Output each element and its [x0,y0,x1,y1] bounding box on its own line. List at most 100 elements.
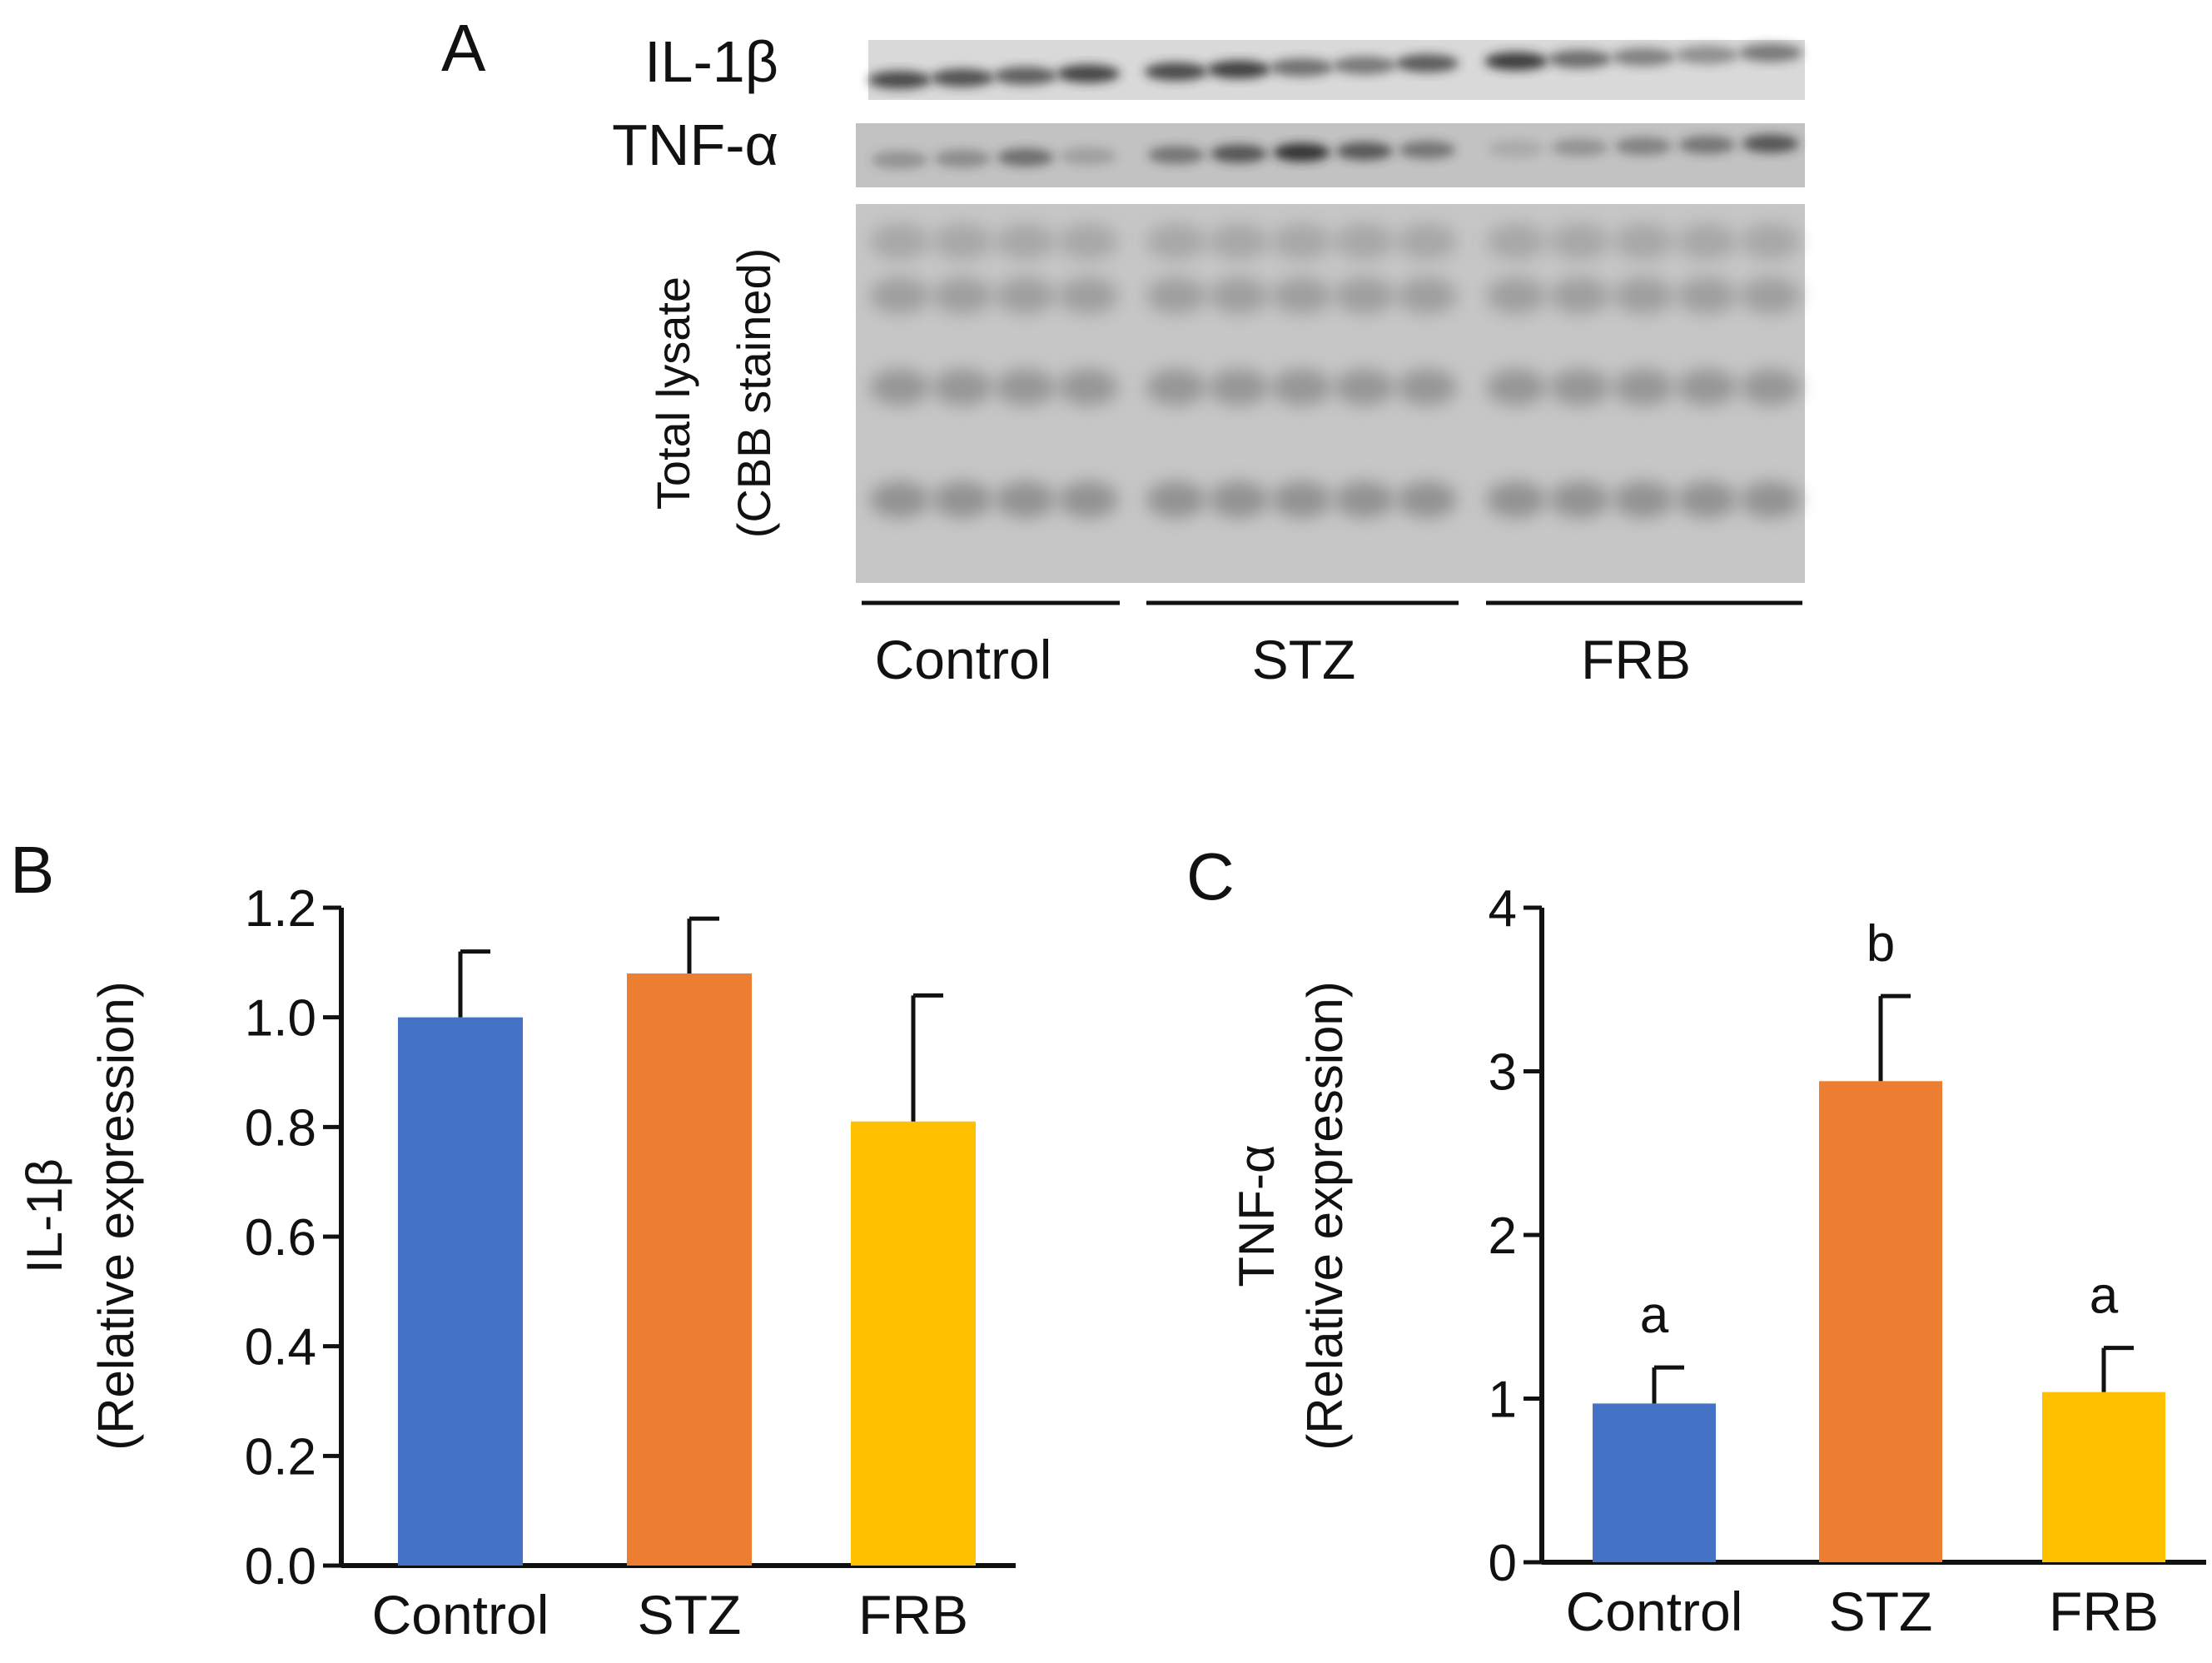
bar-frb [851,1121,976,1566]
cbb-band-lane-5-1 [1146,223,1206,260]
x-tick-label-control: Control [1566,1581,1743,1642]
cbb-band-lane-7-1 [1271,223,1332,260]
panel-c-label: C [1186,839,1235,914]
cbb-band-lane-13-2 [1677,277,1737,314]
y-tick-label: 0.2 [245,1428,316,1486]
il1b-band-lane-6 [1207,60,1271,79]
tnfa-band-lane-3 [997,148,1054,167]
cbb-band-lane-4-4 [1058,481,1119,518]
cbb-band-lane-6-3 [1209,369,1270,406]
il1b-band-lane-12 [1612,47,1675,67]
bar-frb [2042,1392,2165,1562]
panel-b-label: B [10,833,54,907]
cbb-band-lane-14-4 [1740,481,1801,518]
tnfa-band-lane-14 [1742,134,1799,153]
cbb-band-lane-3-3 [995,369,1056,406]
panel-c-chart: C TNF-α (Relative expression) 0 1 2 3 4 Contr… [1186,839,2206,1642]
panel-b-ylabel-line2: (Relative expression) [88,981,144,1451]
y-tick-label: 0.6 [245,1209,316,1267]
cbb-band-lane-1-4 [869,481,930,518]
cbb-band-lane-10-4 [1486,481,1547,518]
cbb-band-lane-4-3 [1058,369,1119,406]
cbb-stained-blot [856,204,1805,583]
cbb-band-lane-11-4 [1549,481,1610,518]
group-label-control: Control [875,629,1052,690]
cbb-band-lane-11-1 [1549,223,1610,260]
cbb-band-lane-9-2 [1397,277,1458,314]
y-tick-label: 0.4 [245,1319,316,1377]
tnfa-blot [856,123,1805,187]
y-tick-label: 3 [1489,1044,1517,1102]
cbb-band-lane-4-1 [1058,223,1119,260]
x-tick-label-frb: FRB [858,1584,968,1646]
il1b-band-lane-13 [1675,46,1739,64]
tnfa-band-lane-7 [1273,143,1330,162]
cbb-band-lane-14-2 [1740,277,1801,314]
il1b-band-lane-4 [1056,64,1121,83]
il1b-band-lane-2 [931,68,995,87]
cbb-band-lane-8-1 [1334,223,1394,260]
cbb-band-lane-2-4 [932,481,993,518]
panel-b-ylabel-line1: IL-1β [17,1158,72,1273]
cbb-band-lane-14-1 [1740,223,1801,260]
tnfa-band-lane-8 [1335,142,1393,161]
bar-control [398,1017,523,1566]
cbb-band-lane-7-2 [1271,277,1332,314]
cbb-band-lane-12-4 [1613,481,1673,518]
tnfa-band-lane-10 [1488,139,1545,158]
y-tick-label: 4 [1489,880,1517,938]
group-label-frb: FRB [1581,629,1691,690]
panel-c-ylabel-line1: TNF-α [1229,1144,1285,1287]
cbb-band-lane-11-2 [1549,277,1610,314]
cbb-band-lane-8-4 [1334,481,1394,518]
cbb-band-lane-6-4 [1209,481,1270,518]
y-tick-label: 0.0 [245,1538,316,1596]
cbb-band-lane-9-4 [1397,481,1458,518]
il1b-band-lane-1 [867,71,932,89]
tnfa-band-lane-5 [1147,146,1205,164]
bar-stz [627,973,752,1566]
cbb-band-lane-1-1 [869,223,930,260]
cbb-band-lane-13-4 [1677,481,1737,518]
panel-b-chart: B IL-1β (Relative expression) 0.0 0.2 0.4 0… [10,833,1016,1646]
x-tick-label-stz: STZ [1829,1581,1933,1642]
bar-stz [1819,1081,1942,1562]
cbb-band-lane-12-3 [1613,369,1673,406]
significance-letter-stz: b [1867,915,1895,973]
cbb-band-lane-7-4 [1271,481,1332,518]
y-tick-label: 1.0 [245,990,316,1048]
tnfa-band-lane-2 [934,149,992,168]
cbb-band-lane-2-1 [932,223,993,260]
cbb-band-lane-9-1 [1397,223,1458,260]
cbb-band-lane-10-3 [1486,369,1547,406]
cbb-band-lane-10-2 [1486,277,1547,314]
tnfa-band-lane-1 [871,151,928,169]
cbb-band-lane-12-2 [1613,277,1673,314]
bar-control [1593,1403,1716,1562]
cbb-band-lane-10-1 [1486,223,1547,260]
group-label-stz: STZ [1252,629,1356,690]
cbb-band-lane-12-1 [1613,223,1673,260]
cbb-band-lane-3-1 [995,223,1056,260]
il1b-band-lane-9 [1395,54,1459,72]
panel-c-ylabel-line2: (Relative expression) [1297,981,1353,1451]
x-tick-label-frb: FRB [2049,1581,2159,1642]
tnfa-band-lane-12 [1615,137,1672,156]
lysate-label-line1: Total lysate [647,276,699,510]
cbb-band-lane-2-3 [932,369,993,406]
il1b-band-lane-5 [1144,62,1208,81]
cbb-band-lane-13-3 [1677,369,1737,406]
y-tick-label: 0 [1489,1535,1517,1592]
cbb-band-lane-1-3 [869,369,930,406]
y-tick-label: 0.8 [245,1099,316,1157]
tnfa-band-lane-9 [1399,141,1456,159]
x-tick-label-control: Control [372,1584,549,1646]
cbb-band-lane-1-2 [869,277,930,314]
tnfa-band-lane-13 [1678,136,1736,154]
cbb-band-lane-6-2 [1209,277,1270,314]
cbb-band-lane-8-3 [1334,369,1394,406]
il1b-band-label: IL-1β [644,29,778,94]
cbb-band-lane-5-3 [1146,369,1206,406]
cbb-band-lane-3-2 [995,277,1056,314]
